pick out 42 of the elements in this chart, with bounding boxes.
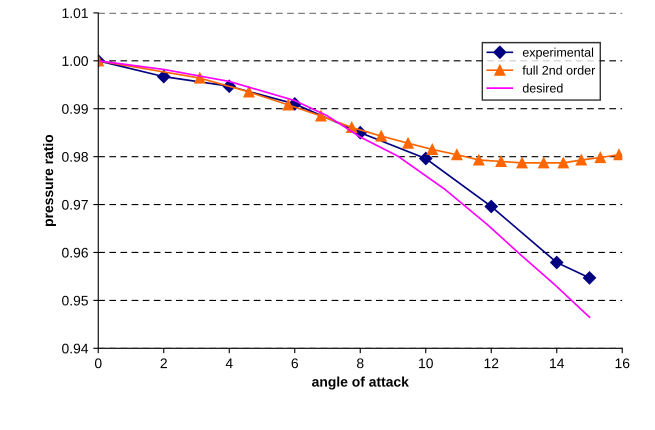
point [376, 130, 387, 142]
point [473, 154, 484, 166]
legend-label: desired [522, 83, 563, 93]
y-tick-label: 0.97 [62, 200, 88, 210]
point [558, 157, 569, 168]
point [451, 149, 462, 160]
point [315, 110, 327, 122]
legend-label: experimental [522, 48, 594, 60]
point [194, 72, 206, 84]
y-tick-label: 1.00 [62, 56, 88, 66]
point [550, 256, 564, 270]
x-tick-label: 6 [292, 358, 298, 368]
point [496, 156, 507, 167]
y-tick-label: 0.99 [62, 104, 88, 114]
point [243, 86, 254, 98]
x-tick-label: 2 [160, 358, 167, 368]
x-axis-title: angle of attack [312, 376, 409, 390]
point [282, 99, 294, 110]
point [402, 138, 414, 149]
point [538, 157, 550, 168]
legend-label: full 2nd order [522, 66, 596, 75]
point [576, 154, 587, 166]
point [426, 144, 438, 156]
point [516, 157, 528, 168]
point [419, 152, 432, 166]
x-tick-label: 12 [484, 358, 498, 368]
y-axis-title: pressure ratio [42, 134, 56, 226]
x-tick-label: 10 [419, 358, 433, 368]
x-tick-label: 0 [94, 358, 102, 368]
x-tick-label: 14 [550, 358, 564, 368]
point [594, 152, 606, 164]
x-tick-label: 4 [226, 358, 233, 368]
point [484, 200, 498, 214]
y-tick-label: 0.96 [62, 248, 88, 258]
point [582, 271, 596, 284]
x-tick-label: 16 [616, 358, 630, 368]
point [157, 70, 170, 84]
y-tick-label: 0.98 [62, 152, 88, 162]
x-tick-label: 8 [356, 358, 364, 368]
y-tick-label: 0.94 [62, 344, 88, 354]
y-tick-label: 0.95 [62, 296, 88, 306]
y-tick-label: 1.01 [62, 8, 88, 18]
